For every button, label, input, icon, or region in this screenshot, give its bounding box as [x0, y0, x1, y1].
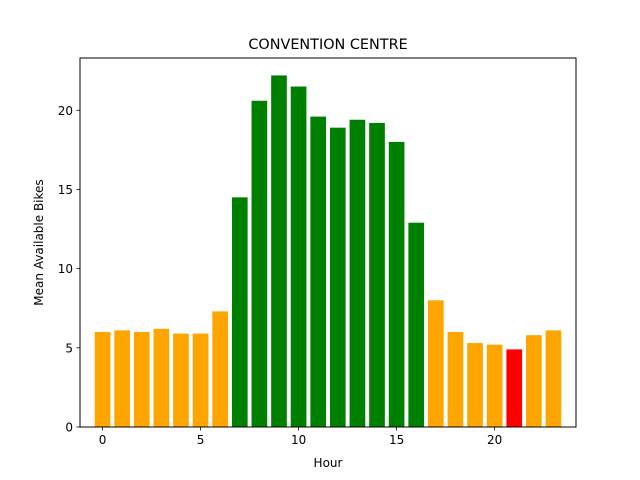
- bar-hour-15: [388, 141, 405, 427]
- bar-hour-12: [329, 127, 346, 428]
- x-tick-label: 5: [197, 433, 205, 447]
- plot-frame: [79, 57, 577, 428]
- bar-hour-4: [173, 333, 189, 427]
- chart-title: CONVENTION CENTRE: [248, 37, 407, 53]
- bar-hour-23: [545, 330, 562, 427]
- x-axis-label: Hour: [314, 456, 343, 470]
- bar-hour-1: [114, 330, 130, 427]
- bar-hour-3: [153, 328, 170, 427]
- x-tick-label: 10: [291, 433, 306, 447]
- bar-hour-20: [486, 344, 503, 427]
- bar-hour-9: [271, 75, 287, 428]
- bar-hour-10: [290, 86, 307, 427]
- bar-hour-17: [427, 300, 444, 427]
- y-tick-label: 0: [65, 421, 73, 435]
- bar-hour-2: [133, 331, 150, 427]
- x-tick-label: 15: [389, 433, 404, 447]
- bar-hour-21: [506, 349, 523, 427]
- y-axis-label: Mean Available Bikes: [32, 179, 46, 305]
- y-tick-label: 5: [65, 341, 73, 355]
- bar-hour-14: [369, 122, 385, 428]
- y-tick-label: 10: [58, 262, 73, 276]
- bar-hour-5: [192, 333, 209, 427]
- bars-group: [94, 75, 562, 428]
- bar-hour-7: [231, 197, 248, 427]
- bar-hour-8: [251, 100, 268, 427]
- bar-hour-18: [447, 331, 464, 427]
- x-tick-label: 0: [99, 433, 107, 447]
- bar-hour-11: [310, 116, 327, 427]
- bar-hour-16: [408, 222, 425, 427]
- bar-hour-19: [467, 343, 483, 427]
- bar-hour-13: [349, 119, 366, 427]
- y-tick-label: 20: [58, 104, 73, 118]
- bar-hour-6: [212, 311, 229, 427]
- x-tick-label: 20: [487, 433, 502, 447]
- y-axis-ticks: 0 5 10 15 20: [58, 104, 80, 435]
- bar-hour-22: [526, 335, 542, 427]
- y-tick-label: 15: [58, 183, 73, 197]
- bar-hour-0: [94, 331, 111, 427]
- x-axis-ticks: 0 5 10 15 20: [99, 427, 502, 447]
